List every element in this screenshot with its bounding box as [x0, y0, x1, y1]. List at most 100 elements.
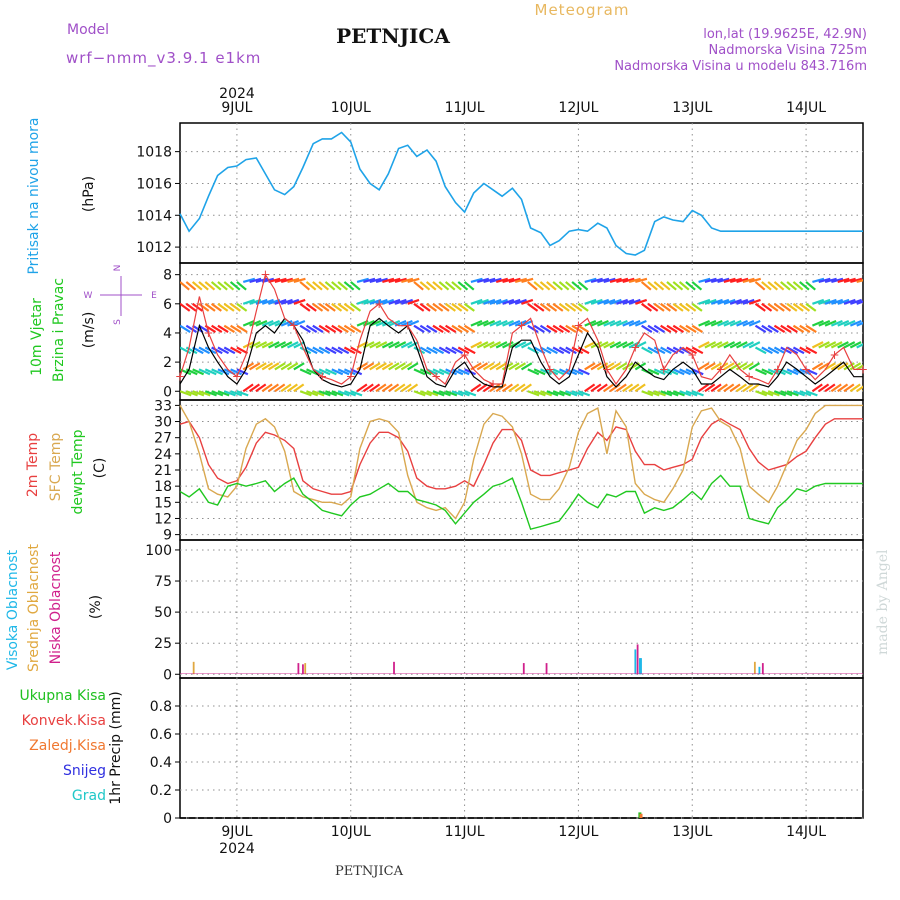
wind-arrow: [672, 390, 685, 397]
wind-arrow: [451, 390, 464, 397]
wind-arrow: [470, 319, 483, 327]
wind-arrow: [704, 341, 717, 349]
wind-arrow: [773, 302, 785, 312]
wind-arrow: [255, 277, 268, 284]
wind-arrow: [590, 383, 602, 393]
wind-arrow: [350, 390, 363, 397]
wind-arrow: [381, 383, 393, 393]
wind-arrow: [223, 281, 235, 291]
wind-arrow: [242, 319, 255, 327]
wind-gust-marker: +: [716, 362, 726, 376]
wind-arrow: [811, 362, 824, 371]
wind-arrow: [324, 281, 336, 291]
pressure-label: Pritisak na nivou mora: [26, 117, 42, 274]
wind-arrow: [185, 281, 197, 291]
wind-arrow: [723, 277, 736, 284]
wind-arrow: [463, 302, 475, 312]
wind-arrow: [748, 277, 762, 284]
wind-arrow: [596, 319, 609, 327]
wind-arrow: [331, 324, 343, 333]
wind-arrow: [616, 277, 629, 284]
wind-arrow: [546, 346, 558, 355]
wind-arrow: [830, 362, 843, 371]
wind-arrow: [717, 277, 730, 284]
wind-arrow: [432, 346, 445, 355]
wind-arrow: [520, 383, 532, 393]
wind-arrow: [578, 390, 591, 397]
wind-arrow: [438, 302, 450, 312]
wind-arrow: [293, 341, 306, 349]
temp-line-temp2m: [179, 417, 863, 495]
wind-arrow: [723, 341, 736, 349]
wind-arrow: [242, 362, 255, 371]
wind-arrow: [280, 319, 293, 327]
wind-arrow: [261, 341, 274, 349]
wind-arrow: [306, 390, 319, 397]
wind-arrow: [369, 341, 381, 349]
wind-arrow: [400, 383, 412, 393]
wind-arrow: [489, 277, 502, 284]
wind-arrow: [280, 362, 293, 371]
wind-gust-marker: +: [858, 362, 868, 376]
wind-arrow: [818, 341, 830, 349]
svg-text:W: W: [84, 291, 93, 301]
wind-gust-marker: +: [317, 370, 327, 384]
cloud-label-high: Visoka Oblacnost: [5, 549, 21, 670]
wind-arrow: [394, 341, 407, 349]
wind-arrow: [343, 302, 355, 312]
temp-label-sfc: SFC Temp: [48, 433, 64, 502]
wind-gust-marker: +: [773, 362, 783, 376]
wind-arrow: [198, 390, 211, 397]
wind-arrow: [622, 319, 635, 327]
y-tick-label: 1018: [136, 145, 172, 161]
wind-arrow: [223, 324, 236, 333]
wind-arrow: [786, 368, 799, 376]
wind-arrow: [843, 383, 855, 393]
wind-arrow: [343, 281, 355, 291]
wind-arrow: [325, 390, 338, 397]
y-tick-label: 21: [154, 463, 172, 479]
wind-arrow: [691, 346, 704, 355]
wind-gust-marker: +: [232, 370, 242, 384]
x-tick-label-bottom: 13JUL: [672, 824, 712, 840]
legend-frozen-precip: Zaledj.Kisa: [29, 738, 106, 754]
wind-arrow: [805, 302, 817, 312]
wind-arrow: [552, 390, 565, 397]
wind-arrow: [255, 341, 268, 349]
wind-arrow: [514, 319, 527, 327]
y-tick-label: 1014: [136, 208, 172, 224]
wind-arrow: [628, 319, 641, 327]
wind-arrow: [837, 383, 849, 393]
wind-arrow: [407, 298, 420, 305]
wind-arrow: [419, 346, 432, 355]
wind-arrow: [824, 341, 837, 349]
wind-arrow: [818, 383, 830, 393]
year-top: 2024: [219, 86, 255, 102]
wind-arrow: [236, 324, 248, 333]
wind-arrow: [476, 383, 488, 393]
wind-arrow: [521, 277, 534, 284]
wind-arrow: [565, 346, 577, 355]
y-tick-label: 0: [163, 384, 172, 400]
temp-line-sfc: [179, 404, 863, 520]
y-tick-label: 27: [154, 431, 172, 447]
wind-arrow: [495, 277, 509, 284]
wind-arrow: [635, 277, 648, 284]
wind-arrow: [679, 324, 691, 333]
wind-arrow: [628, 383, 640, 393]
wind-arrow: [217, 302, 229, 312]
wind-arrow: [748, 383, 760, 393]
wind-arrow: [539, 324, 552, 333]
wind-arrow: [324, 324, 337, 333]
wind-arrow: [375, 341, 388, 349]
wind-arrow: [242, 277, 256, 284]
wind-arrow: [527, 302, 539, 312]
wind-arrow: [337, 324, 349, 333]
wind-arrow: [268, 277, 281, 284]
wind-arrow: [255, 319, 268, 327]
wind-arrow: [641, 390, 654, 397]
wind-arrow: [666, 302, 678, 312]
wind-arrow: [438, 281, 450, 291]
wind-arrow: [767, 324, 779, 333]
legend-total-precip: Ukupna Kisa: [19, 688, 106, 704]
